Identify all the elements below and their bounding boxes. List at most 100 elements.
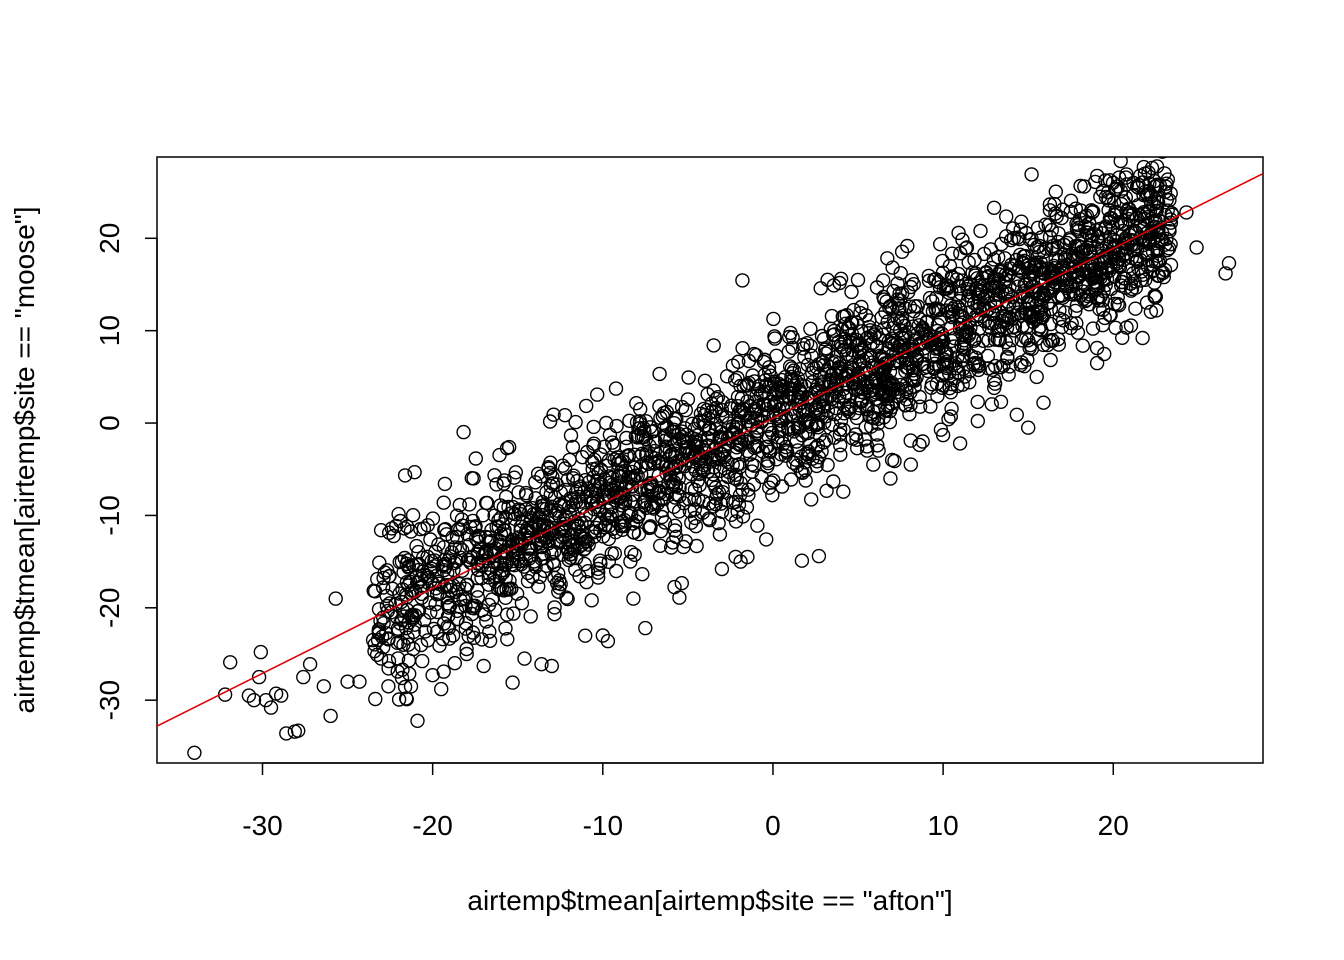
data-point bbox=[1140, 187, 1155, 202]
data-point bbox=[791, 397, 806, 413]
data-point bbox=[901, 325, 916, 340]
data-point bbox=[819, 364, 834, 379]
data-point bbox=[637, 498, 652, 513]
data-point bbox=[449, 508, 465, 523]
data-point bbox=[857, 432, 872, 447]
data-point bbox=[682, 504, 698, 519]
data-point bbox=[890, 311, 905, 326]
data-point bbox=[722, 430, 737, 446]
data-point bbox=[767, 331, 783, 346]
data-point bbox=[253, 644, 268, 660]
data-point bbox=[572, 569, 587, 584]
data-point bbox=[492, 533, 508, 549]
data-point bbox=[316, 679, 331, 694]
data-point bbox=[883, 298, 898, 314]
data-point bbox=[1157, 157, 1168, 159]
data-point bbox=[847, 405, 862, 421]
data-point bbox=[795, 404, 811, 420]
data-point bbox=[732, 404, 747, 419]
data-point bbox=[1160, 172, 1176, 187]
data-point bbox=[963, 320, 978, 335]
data-point bbox=[1114, 330, 1130, 345]
data-point bbox=[674, 399, 690, 415]
data-point bbox=[1136, 204, 1152, 220]
data-point bbox=[759, 532, 774, 547]
data-point bbox=[816, 331, 832, 347]
data-point bbox=[741, 487, 756, 503]
x-tick-label: 10 bbox=[928, 810, 959, 841]
data-point bbox=[735, 341, 750, 356]
data-point bbox=[455, 543, 470, 558]
data-point bbox=[930, 388, 945, 404]
data-point bbox=[797, 349, 812, 365]
data-point bbox=[808, 382, 824, 397]
data-point bbox=[858, 420, 873, 435]
data-point bbox=[557, 461, 573, 476]
data-point bbox=[980, 289, 995, 304]
data-point bbox=[1034, 299, 1049, 315]
data-point bbox=[883, 471, 898, 486]
data-point bbox=[1034, 230, 1049, 245]
data-point bbox=[626, 591, 641, 606]
data-point bbox=[850, 441, 865, 456]
data-point bbox=[658, 459, 673, 474]
data-point bbox=[534, 469, 549, 484]
data-point bbox=[944, 309, 959, 325]
data-point bbox=[609, 478, 625, 493]
data-point bbox=[970, 413, 985, 429]
data-point bbox=[489, 477, 504, 492]
data-point bbox=[574, 516, 589, 531]
data-point bbox=[684, 515, 699, 530]
data-point bbox=[246, 693, 262, 708]
data-point bbox=[579, 398, 594, 414]
data-point bbox=[732, 437, 748, 453]
data-point bbox=[784, 381, 800, 397]
data-point bbox=[1041, 264, 1057, 279]
data-point bbox=[615, 522, 630, 537]
data-point bbox=[967, 252, 982, 268]
data-point bbox=[903, 433, 918, 448]
data-point bbox=[1036, 307, 1052, 322]
data-point bbox=[826, 365, 841, 381]
data-point bbox=[1144, 253, 1160, 268]
data-point bbox=[981, 319, 997, 334]
data-point bbox=[1046, 258, 1062, 274]
data-point bbox=[907, 372, 922, 387]
data-point bbox=[609, 418, 624, 434]
data-point bbox=[1092, 257, 1108, 272]
data-point bbox=[1029, 239, 1045, 255]
data-point bbox=[544, 546, 559, 561]
data-point bbox=[750, 518, 765, 533]
data-point bbox=[428, 544, 443, 560]
data-point bbox=[957, 342, 972, 357]
data-point bbox=[241, 688, 257, 703]
data-point bbox=[424, 554, 439, 569]
data-point bbox=[997, 251, 1013, 266]
data-point bbox=[858, 308, 874, 323]
data-point bbox=[860, 443, 875, 458]
data-point bbox=[1149, 159, 1165, 174]
data-point bbox=[604, 507, 619, 522]
data-point bbox=[713, 496, 729, 511]
data-point bbox=[488, 574, 503, 589]
data-point bbox=[615, 453, 630, 469]
data-point bbox=[563, 546, 579, 562]
data-point bbox=[923, 399, 938, 414]
data-point bbox=[374, 629, 390, 644]
data-point bbox=[999, 312, 1015, 328]
data-point bbox=[999, 229, 1014, 244]
fit-layer bbox=[157, 172, 1263, 727]
data-point bbox=[1130, 253, 1145, 268]
data-point bbox=[794, 553, 810, 568]
data-point bbox=[476, 658, 491, 674]
data-point bbox=[643, 519, 658, 534]
data-point bbox=[644, 424, 659, 439]
data-point bbox=[1093, 189, 1108, 205]
data-point bbox=[467, 520, 482, 535]
data-point bbox=[550, 503, 565, 518]
data-point bbox=[1131, 261, 1146, 276]
data-point bbox=[581, 481, 596, 496]
data-point bbox=[1014, 355, 1029, 370]
data-point bbox=[464, 550, 479, 565]
data-point bbox=[667, 523, 683, 538]
